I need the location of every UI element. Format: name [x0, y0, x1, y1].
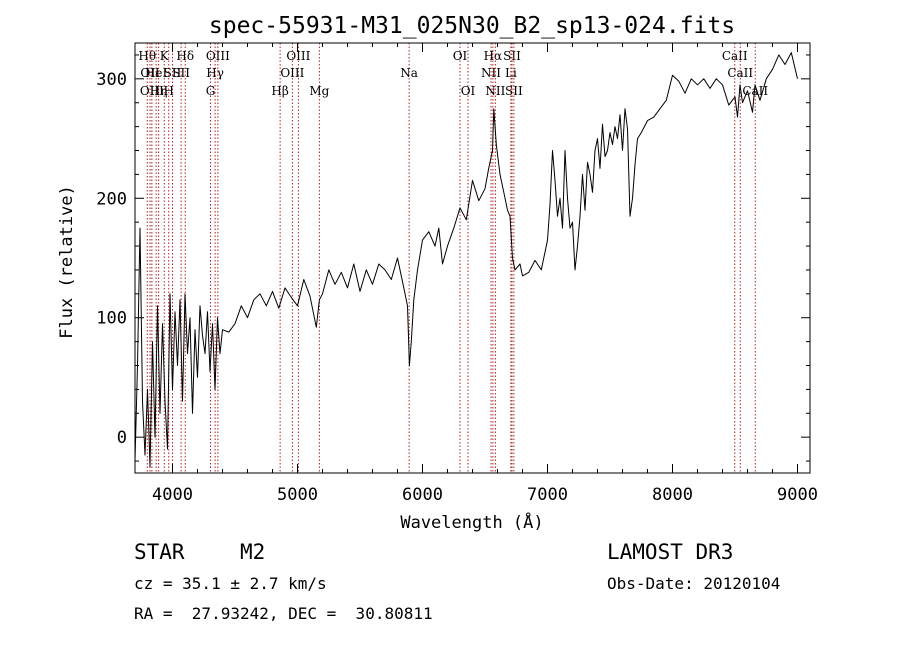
line-marker-label-27: CaII — [727, 66, 753, 80]
survey-name: LAMOST DR3 — [607, 540, 734, 564]
y-tick-label-300: 300 — [96, 70, 127, 90]
line-marker-label-4: Hη — [150, 84, 168, 98]
line-markers: Hθ OII OIII HeI Hη K H SII Hδ SII G Hγ OIII Hβ OIII OII… — [138, 43, 768, 473]
coordinates: RA = 27.93242, DEC = 30.80811 — [134, 604, 433, 623]
line-marker-label-13: Hβ — [271, 84, 288, 98]
line-marker-label-25: SII — [505, 84, 523, 98]
x-axis-label: Wavelength (Å) — [400, 511, 543, 533]
line-marker-label-23: Li — [505, 66, 517, 80]
x-tick-label-8000: 8000 — [652, 485, 693, 505]
plot-area — [134, 52, 798, 468]
object-class: STAR — [134, 540, 185, 564]
redshift-cz: cz = 35.1 ± 2.7 km/s — [134, 574, 327, 593]
chart-title: spec-55931-M31_025N30_B2_sp13-024.fits — [209, 13, 735, 39]
line-marker-label-16: Mg — [309, 84, 329, 98]
line-marker-label-21: Hα — [484, 49, 503, 63]
line-marker-label-15: OIII — [286, 49, 310, 63]
x-tick-label-4000: 4000 — [152, 485, 193, 505]
observation-date: Obs-Date: 20120104 — [607, 574, 781, 593]
line-marker-label-24: SII — [503, 49, 521, 63]
line-marker-label-17: Na — [400, 66, 418, 80]
x-tick-label-7000: 7000 — [527, 485, 568, 505]
spectrum-series-line — [134, 52, 798, 468]
axes: 4000 5000 6000 7000 8000 9000 0 100 200 300 — [96, 43, 818, 505]
x-tick-label-9000: 9000 — [777, 485, 818, 505]
y-tick-label-100: 100 — [96, 309, 127, 329]
line-marker-label-2: OIII — [140, 84, 164, 98]
line-marker-label-8: Hδ — [176, 49, 194, 63]
line-marker-label-3: HeI — [145, 66, 168, 80]
line-marker-label-7: SII — [164, 66, 182, 80]
line-marker-label-22: NII — [485, 84, 505, 98]
object-subclass: M2 — [240, 540, 266, 564]
line-marker-label-12: OIII — [206, 49, 230, 63]
line-marker-label-6: H — [164, 84, 174, 98]
line-marker-label-26: CaII — [722, 49, 748, 63]
y-tick-label-0: 0 — [117, 428, 127, 448]
line-marker-label-14: OIII — [280, 66, 304, 80]
line-marker-label-18: OI — [453, 49, 468, 63]
y-tick-label-200: 200 — [96, 189, 127, 209]
line-marker-label-0: Hθ — [138, 49, 156, 63]
y-axis-label: Flux (relative) — [57, 185, 77, 339]
line-marker-label-20: NII — [481, 66, 501, 80]
line-marker-label-9: SII — [172, 66, 190, 80]
line-marker-label-10: G — [206, 84, 216, 98]
line-marker-label-19: OI — [461, 84, 476, 98]
x-tick-label-6000: 6000 — [402, 485, 443, 505]
line-marker-label-11: Hγ — [206, 66, 224, 80]
x-tick-label-5000: 5000 — [277, 485, 318, 505]
plot-frame — [134, 42, 811, 474]
line-marker-label-1: OII — [140, 66, 160, 80]
line-marker-label-5: K — [160, 49, 170, 63]
